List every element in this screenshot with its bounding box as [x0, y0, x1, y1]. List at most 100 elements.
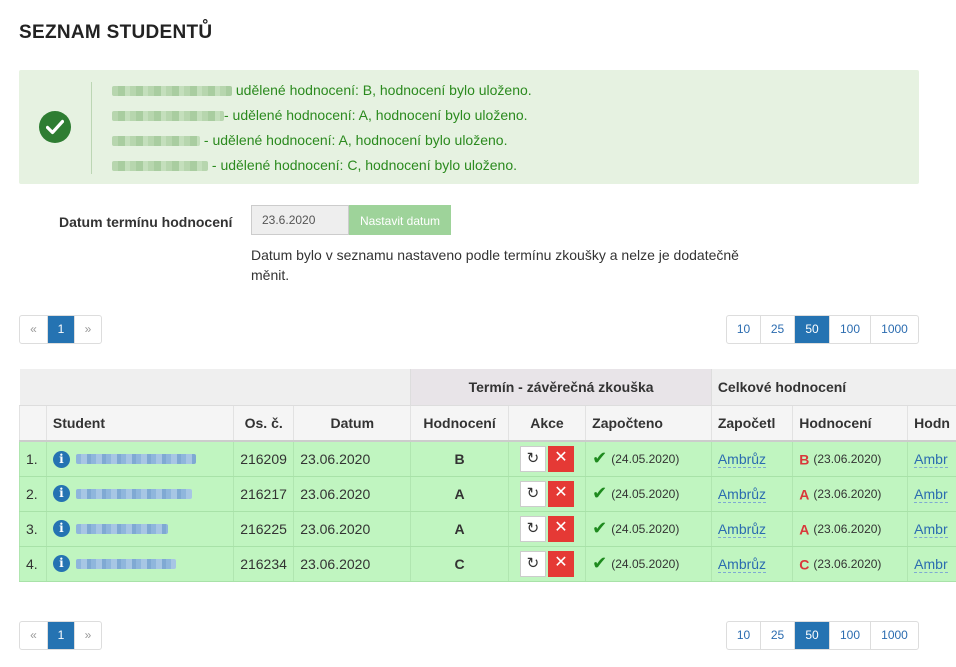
col-os[interactable]: Os. č. — [233, 405, 294, 442]
page-1-button[interactable]: 1 — [47, 622, 74, 649]
student-cell: i — [45, 441, 234, 477]
reset-icon[interactable]: ↻ — [519, 445, 546, 472]
overall-grade: B — [799, 451, 810, 468]
redacted-student-name — [112, 111, 224, 122]
next-page-button[interactable]: » — [74, 622, 101, 649]
page-size-option[interactable]: 100 — [829, 316, 870, 343]
close-icon[interactable]: ✕ — [547, 445, 574, 472]
row-number: 3. — [19, 511, 47, 547]
zapocetl-cell: Ambrůz — [710, 511, 793, 547]
page-size-top: 10 25 50 100 1000 — [726, 315, 919, 344]
info-icon[interactable]: i — [52, 485, 70, 503]
table-row: 2. i 216217 23.06.2020 A ↻ ✕ ✔ (24.05.2020) Ambrů… — [19, 476, 956, 512]
overall-grade-date: (23.06.2020) — [813, 487, 882, 502]
date-note: Datum bylo v seznamu nastaveno podle ter… — [251, 247, 739, 283]
examiner-link-cut[interactable]: Ambr — [914, 485, 948, 503]
actions-cell: ↻ ✕ — [507, 546, 586, 582]
prev-page-button[interactable]: « — [30, 322, 37, 336]
page-size-option[interactable]: 1000 — [870, 622, 918, 649]
zapocteno-date: (24.05.2020) — [611, 486, 680, 501]
examiner-link[interactable]: Ambrůz — [717, 485, 767, 503]
examiner-link[interactable]: Ambrůz — [717, 555, 767, 573]
zapocteno-cell: ✔ (24.05.2020) — [585, 511, 712, 547]
col-zapocteno: Započteno — [585, 405, 712, 442]
student-name-link[interactable] — [75, 454, 196, 465]
page-title: SEZNAM STUDENTŮ — [19, 22, 213, 43]
grade-cell: A — [410, 511, 509, 547]
zapocteno-cell: ✔ (24.05.2020) — [585, 546, 712, 582]
group-header-termin: Termín - závěrečná zkouška — [410, 369, 712, 406]
col-hodnoceni-overall: Hodnocení — [792, 405, 908, 442]
date-field[interactable]: 23.6.2020 — [251, 205, 349, 235]
page-size-option[interactable]: 1000 — [870, 316, 918, 343]
overall-grade: A — [799, 486, 810, 503]
col-num — [19, 405, 47, 442]
col-student[interactable]: Student — [45, 405, 234, 442]
next-page-button[interactable]: » — [74, 316, 101, 343]
page-size-option[interactable]: 25 — [760, 622, 794, 649]
overall-grade-cell: A (23.06.2020) — [792, 511, 908, 547]
col-datum: Datum — [293, 405, 411, 442]
zapocteno-cell: ✔ (24.05.2020) — [585, 476, 712, 512]
overall-grade-date: (23.06.2020) — [813, 522, 882, 537]
overall-grade-cell: C (23.06.2020) — [792, 546, 908, 582]
alert-message: - udělené hodnocení: A, hodnocení bylo u… — [112, 105, 532, 130]
check-circle-icon — [39, 111, 71, 143]
reset-icon[interactable]: ↻ — [519, 480, 546, 507]
overall-grade: C — [799, 556, 810, 573]
check-icon: ✔ — [592, 518, 608, 538]
cut-cell: Ambr — [907, 546, 956, 582]
actions-cell: ↻ ✕ — [507, 441, 586, 477]
col-akce: Akce — [507, 405, 586, 442]
date-label: Datum termínu hodnocení — [59, 214, 233, 230]
reset-icon[interactable]: ↻ — [519, 550, 546, 577]
examiner-link-cut[interactable]: Ambr — [914, 555, 948, 573]
page-size-option[interactable]: 100 — [829, 622, 870, 649]
datum-cell: 23.06.2020 — [293, 441, 411, 477]
student-name-link[interactable] — [75, 488, 192, 499]
page-size-option[interactable]: 10 — [736, 322, 751, 336]
overall-grade-cell: B (23.06.2020) — [792, 441, 908, 477]
alert-message-text: - udělené hodnocení: A, hodnocení bylo u… — [200, 132, 508, 148]
set-date-button[interactable]: Nastavit datum — [349, 205, 451, 235]
examiner-link-cut[interactable]: Ambr — [914, 450, 948, 468]
student-name-link[interactable] — [75, 523, 168, 534]
zapocetl-cell: Ambrůz — [710, 546, 793, 582]
student-cell: i — [45, 476, 234, 512]
prev-page-button[interactable]: « — [30, 628, 37, 642]
zapocteno-date: (24.05.2020) — [611, 451, 680, 466]
close-icon[interactable]: ✕ — [547, 550, 574, 577]
col-hodnoceni: Hodnocení — [410, 405, 509, 442]
page-size-option[interactable]: 50 — [794, 622, 829, 649]
zapocteno-date: (24.05.2020) — [611, 521, 680, 536]
reset-icon[interactable]: ↻ — [519, 515, 546, 542]
page-1-button[interactable]: 1 — [47, 316, 74, 343]
alert-message: - udělené hodnocení: C, hodnocení bylo u… — [112, 155, 532, 180]
student-name-link[interactable] — [75, 558, 176, 569]
alert-message: - udělené hodnocení: A, hodnocení bylo u… — [112, 130, 532, 155]
student-cell: i — [45, 511, 234, 547]
zapocteno-cell: ✔ (24.05.2020) — [585, 441, 712, 477]
close-icon[interactable]: ✕ — [547, 480, 574, 507]
cut-cell: Ambr — [907, 476, 956, 512]
grade-cell: C — [410, 546, 509, 582]
info-icon[interactable]: i — [52, 520, 70, 538]
page-size-option[interactable]: 25 — [760, 316, 794, 343]
examiner-link[interactable]: Ambrůz — [717, 450, 767, 468]
zapocteno-date: (24.05.2020) — [611, 556, 680, 571]
close-icon[interactable]: ✕ — [547, 515, 574, 542]
examiner-link[interactable]: Ambrůz — [717, 520, 767, 538]
alert-message-text: udělené hodnocení: B, hodnocení bylo ulo… — [232, 82, 532, 98]
page-size-option[interactable]: 10 — [736, 628, 751, 642]
page-size-option[interactable]: 50 — [794, 316, 829, 343]
alert-message-text: - udělené hodnocení: C, hodnocení bylo u… — [208, 157, 518, 173]
redacted-student-name — [112, 136, 200, 147]
grade-cell: B — [410, 441, 509, 477]
pagination-bottom: « 1 » — [19, 621, 102, 650]
group-header-row: Termín - závěrečná zkouška Celkové hodno… — [19, 369, 956, 406]
info-icon[interactable]: i — [52, 555, 70, 573]
os-cell: 216217 — [233, 476, 294, 512]
col-zapocetl: Započetl — [710, 405, 793, 442]
examiner-link-cut[interactable]: Ambr — [914, 520, 948, 538]
info-icon[interactable]: i — [52, 450, 70, 468]
